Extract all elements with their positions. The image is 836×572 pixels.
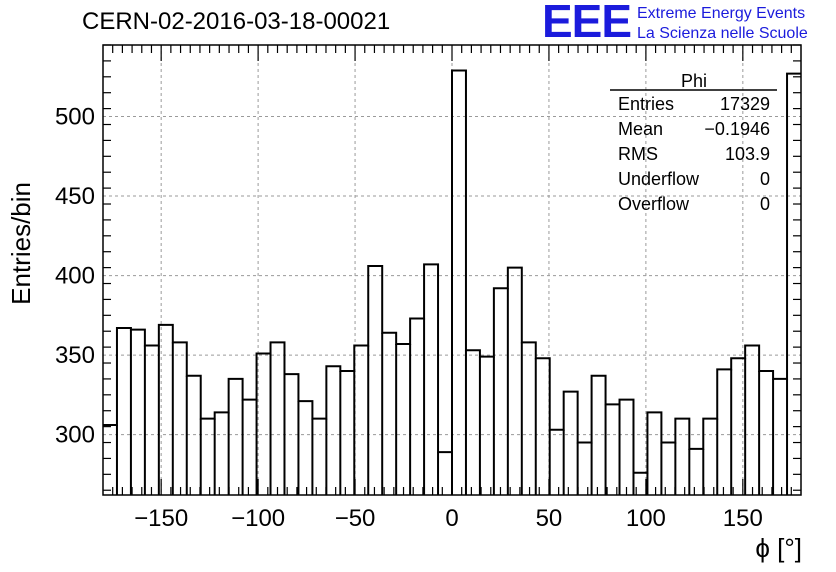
histogram-bin: [606, 404, 620, 495]
eee-logo-letters: EEE: [542, 0, 632, 47]
stats-row-value: 103.9: [725, 144, 770, 164]
histogram-bin: [494, 288, 508, 495]
histogram-layer: [103, 69, 801, 495]
histogram-bin: [508, 268, 522, 495]
y-tick-label: 450: [55, 183, 95, 210]
x-tick-label: 0: [445, 505, 458, 532]
histogram-bin: [257, 353, 271, 495]
histogram-bin: [173, 342, 187, 495]
histogram-bin: [466, 350, 480, 495]
stats-row-value: 0: [760, 194, 770, 214]
stats-title: Phi: [681, 71, 707, 91]
x-tick-label: −150: [134, 505, 188, 532]
histogram-bin: [564, 392, 578, 495]
y-tick-label: 350: [55, 342, 95, 369]
histogram-bin: [215, 412, 229, 495]
histogram-bin: [759, 371, 773, 495]
stats-row-label: Underflow: [618, 169, 700, 189]
histogram-bin: [592, 376, 606, 495]
histogram-bin: [229, 379, 243, 495]
histogram-bin: [326, 366, 340, 495]
eee-logo-line2: La Scienza nelle Scuole: [637, 25, 808, 42]
histogram-bin: [187, 376, 201, 495]
x-tick-label: 100: [626, 505, 666, 532]
histogram-bin: [103, 425, 117, 495]
histogram-bin: [312, 419, 326, 495]
stats-rows: Entries 17329 Mean −0.1946 RMS 103.9 Underflow…: [618, 94, 770, 214]
histogram-bin: [298, 401, 312, 495]
stats-row-value: −0.1946: [704, 119, 770, 139]
stats-box: Phi Entries 17329 Mean −0.1946 RMS 103.9 Under…: [610, 71, 777, 214]
tick-label-layer: −150 −100 −50 0 50 100 150 300 350 400 450 500: [55, 104, 763, 532]
histogram-bin: [354, 346, 368, 495]
histogram-outline: [103, 69, 801, 474]
stats-row-value: 0: [760, 169, 770, 189]
histogram-bin: [675, 419, 689, 495]
histogram-bin: [131, 330, 145, 495]
y-tick-label: 400: [55, 263, 95, 290]
histogram-bin: [689, 449, 703, 495]
histogram-bin: [536, 358, 550, 495]
histogram-bin: [480, 357, 494, 495]
y-tick-label: 500: [55, 104, 95, 131]
eee-logo-text: Extreme Energy Events La Scienza nelle S…: [637, 4, 808, 44]
histogram-bin: [382, 333, 396, 495]
histogram-bin: [201, 419, 215, 495]
histogram-bin: [145, 346, 159, 495]
histogram-bin: [703, 419, 717, 495]
plot-frame: [102, 44, 802, 496]
stats-row-label: Mean: [618, 119, 663, 139]
histogram-bin: [661, 443, 675, 495]
histogram-bin: [438, 452, 452, 495]
y-tick-label: 300: [55, 422, 95, 449]
histogram-bin: [787, 74, 801, 495]
histogram-bin: [410, 318, 424, 495]
histogram-bin: [745, 346, 759, 495]
histogram-bin: [159, 325, 173, 495]
histogram-bin: [396, 344, 410, 495]
histogram-bin: [368, 266, 382, 495]
x-tick-label: 50: [536, 505, 563, 532]
page-title: CERN-02-2016-03-18-00021: [82, 8, 391, 35]
stats-row-label: Overflow: [618, 194, 690, 214]
x-tick-label: 150: [723, 505, 763, 532]
histogram-bin: [424, 264, 438, 495]
histogram-bin: [731, 358, 745, 495]
histogram-bin: [271, 342, 285, 495]
stats-row-label: Entries: [618, 94, 674, 114]
stats-row-label: RMS: [618, 144, 658, 164]
histogram-bin: [773, 379, 787, 495]
eee-logo-line1: Extreme Energy Events: [637, 5, 806, 22]
histogram-bin: [717, 369, 731, 495]
x-tick-label: −50: [335, 505, 376, 532]
histogram-bin: [117, 328, 131, 495]
histogram-bin: [578, 443, 592, 495]
histogram-bin: [522, 342, 536, 495]
histogram-bin: [452, 70, 466, 495]
histogram-bin: [243, 400, 257, 495]
histogram-bin: [340, 371, 354, 495]
histogram-bin: [620, 400, 634, 495]
x-axis-title: ϕ [°]: [755, 533, 802, 563]
y-axis-title: Entries/bin: [6, 182, 36, 305]
stats-row-value: 17329: [720, 94, 770, 114]
x-tick-label: −100: [231, 505, 285, 532]
histogram-bin: [647, 412, 661, 495]
histogram-bin: [550, 430, 564, 495]
tick-layer: [103, 44, 801, 495]
